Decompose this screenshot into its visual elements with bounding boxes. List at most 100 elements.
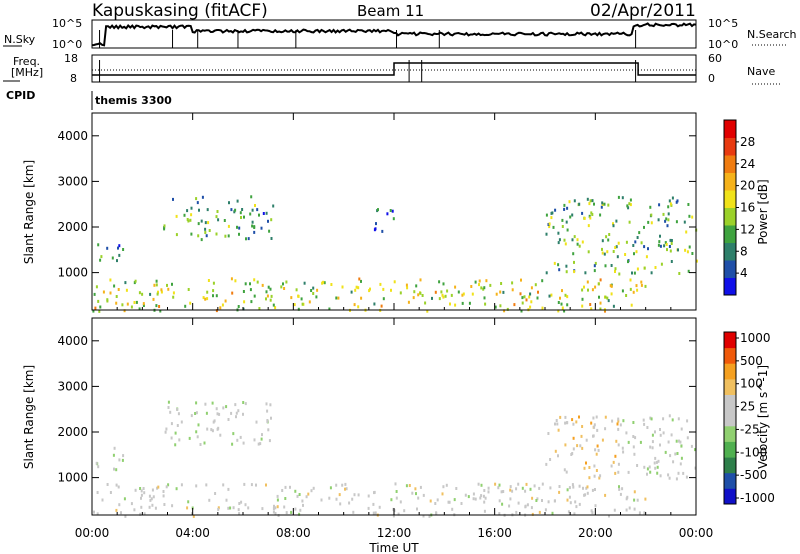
scatter-cell <box>272 204 275 208</box>
scatter-cell <box>676 452 679 455</box>
scatter-cell <box>115 508 118 512</box>
scatter-cell <box>155 304 158 308</box>
scatter-cell <box>571 213 574 217</box>
scatter-cell <box>666 224 669 228</box>
scatter-cell <box>545 213 548 217</box>
scatter-cell <box>174 443 177 447</box>
scatter-cell <box>677 471 680 475</box>
scatter-cell <box>657 459 660 463</box>
scatter-cell <box>415 492 417 496</box>
scatter-cell <box>212 289 215 293</box>
scatter-cell <box>520 309 523 313</box>
scatter-cell <box>369 287 371 291</box>
scatter-cell <box>167 406 170 409</box>
scatter-cell <box>643 225 645 229</box>
cpid-label: CPID <box>6 89 35 102</box>
freq-tick-top: 18 <box>64 52 78 65</box>
scatter-cell <box>617 443 620 447</box>
scatter-cell <box>303 281 306 285</box>
scatter-cell <box>467 495 470 499</box>
scatter-cell <box>208 498 211 502</box>
scatter-cell <box>695 259 698 263</box>
scatter-cell <box>593 425 596 429</box>
scatter-cell <box>647 220 650 224</box>
scatter-cell <box>348 501 351 505</box>
scatter-cell <box>629 287 632 291</box>
scatter-cell <box>629 278 632 282</box>
scatter-cell <box>166 283 168 287</box>
scatter-cell <box>646 426 649 429</box>
y-tick-label: 1000 <box>57 266 88 280</box>
scatter-cell <box>204 231 207 234</box>
scatter-cell <box>217 507 220 511</box>
scatter-cell <box>266 419 269 422</box>
power-scatter <box>92 195 698 313</box>
scatter-cell <box>237 508 240 512</box>
scatter-cell <box>298 493 301 496</box>
scatter-cell <box>643 245 646 249</box>
scatter-cell <box>571 483 574 487</box>
scatter-cell <box>588 476 591 480</box>
scatter-cell <box>590 421 593 425</box>
scatter-cell <box>593 423 596 427</box>
scatter-cell <box>251 220 254 224</box>
scatter-cell <box>102 290 105 294</box>
scatter-cell <box>171 282 173 286</box>
scatter-cell <box>142 487 145 490</box>
scatter-cell <box>379 282 382 286</box>
scatter-cell <box>106 483 109 486</box>
scatter-cell <box>580 434 583 438</box>
scatter-cell <box>558 485 561 488</box>
scatter-cell <box>229 506 232 510</box>
scatter-cell <box>657 218 660 222</box>
scatter-cell <box>474 280 477 284</box>
scatter-cell <box>270 294 273 298</box>
scatter-cell <box>199 443 202 446</box>
scatter-cell <box>487 486 490 490</box>
scatter-cell <box>268 229 271 233</box>
scatter-cell <box>310 489 313 493</box>
scatter-cell <box>554 208 557 212</box>
scatter-cell <box>329 486 332 490</box>
scatter-cell <box>250 483 253 487</box>
scatter-cell <box>338 493 341 497</box>
colorbar-tick-label: 16 <box>740 201 755 215</box>
scatter-cell <box>305 495 308 499</box>
scatter-cell <box>276 494 279 498</box>
scatter-cell <box>642 418 645 422</box>
scatter-cell <box>217 218 220 222</box>
scatter-cell <box>341 483 344 487</box>
scatter-cell <box>632 421 635 424</box>
scatter-cell <box>617 462 620 466</box>
scatter-cell <box>163 224 166 228</box>
scatter-cell <box>186 218 189 221</box>
scatter-cell <box>679 440 682 444</box>
scatter-cell <box>195 484 198 488</box>
scatter-cell <box>253 294 256 298</box>
scatter-cell <box>98 309 101 313</box>
scatter-cell <box>675 220 678 224</box>
scatter-cell <box>265 483 267 487</box>
scatter-cell <box>265 297 267 301</box>
scatter-cell <box>192 514 195 518</box>
scatter-cell <box>625 497 628 501</box>
y-tick-label: 4000 <box>57 129 88 143</box>
scatter-cell <box>165 485 168 489</box>
scatter-cell <box>200 238 203 242</box>
scatter-cell <box>548 222 551 226</box>
scatter-cell <box>650 271 653 275</box>
scatter-cell <box>530 300 533 304</box>
scatter-cell <box>672 460 675 464</box>
scatter-cell <box>225 498 228 502</box>
scatter-cell <box>536 296 539 300</box>
scatter-cell <box>547 223 550 226</box>
scatter-cell <box>587 288 589 292</box>
scatter-cell <box>494 482 497 486</box>
scatter-cell <box>167 400 170 404</box>
colorbar-swatch <box>724 207 736 226</box>
scatter-cell <box>323 281 326 285</box>
scatter-cell <box>428 514 431 518</box>
scatter-cell <box>372 511 375 515</box>
scatter-cell <box>632 435 635 438</box>
